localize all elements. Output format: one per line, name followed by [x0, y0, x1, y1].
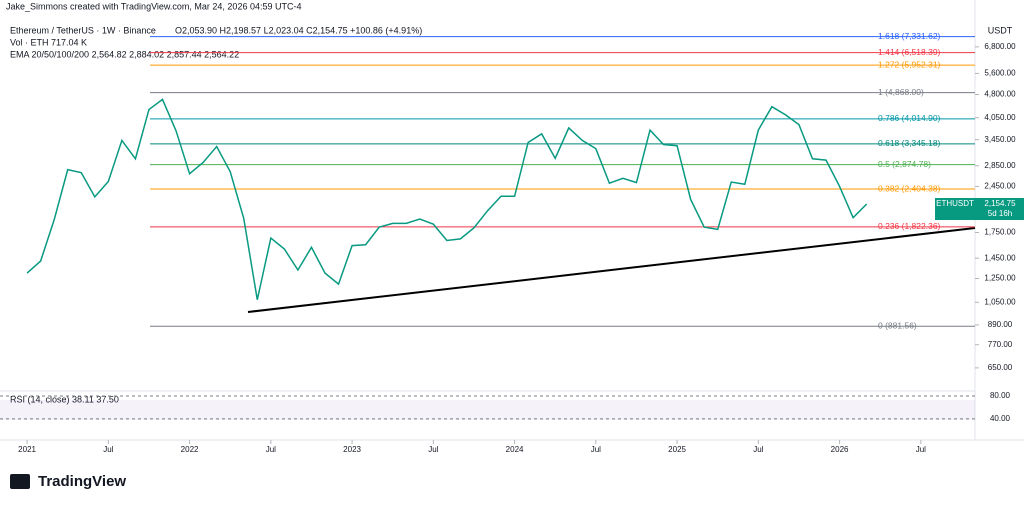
x-tick-label: 2022: [181, 445, 199, 454]
y-tick-label: 770.00: [988, 340, 1013, 349]
price-tag: [935, 198, 1024, 221]
y-tick-label: 3,450.00: [984, 135, 1016, 144]
fib-label: 0.786 (4,014.90): [878, 113, 941, 123]
x-tick-label: 2025: [668, 445, 686, 454]
rsi-label: RSI (14, close) 38.11 37.50: [10, 394, 119, 404]
y-tick-label: 1,450.00: [984, 253, 1016, 262]
volume-label: Vol · ETH 717.04 K: [10, 37, 87, 47]
y-tick-label: 4,800.00: [984, 90, 1016, 99]
y-tick-label: 1,750.00: [984, 228, 1016, 237]
x-tick-label: 2021: [18, 445, 36, 454]
y-tick-label: 890.00: [988, 320, 1013, 329]
fib-label: 0.382 (2,404.38): [878, 183, 941, 193]
currency: USDT: [988, 25, 1013, 35]
fib-label: 0.618 (3,345.18): [878, 138, 941, 148]
ema-label: EMA 20/50/100/200 2,564.82 2,884.02 2,85…: [10, 49, 239, 59]
fib-label: 1.272 (5,952.31): [878, 59, 941, 69]
y-tick-label: 2,850.00: [984, 161, 1016, 170]
x-tick-label: Jul: [916, 445, 926, 454]
rsi-tick-label: 40.00: [990, 414, 1011, 423]
x-tick-label: 2026: [831, 445, 849, 454]
x-tick-label: Jul: [753, 445, 763, 454]
price-tag-countdown: 5d 16h: [988, 209, 1012, 218]
y-tick-label: 4,050.00: [984, 113, 1016, 122]
fib-label: 1 (4,868.00): [878, 87, 924, 97]
price-tag-value: 2,154.75: [984, 199, 1016, 208]
rsi-tick-label: 80.00: [990, 391, 1011, 400]
fib-label: 0.236 (1,822.36): [878, 221, 941, 231]
credit: Jake_Simmons created with TradingView.co…: [6, 1, 301, 11]
fib-label: 0.5 (2,874.78): [878, 159, 931, 169]
brand: TradingView: [38, 473, 126, 490]
x-tick-label: 2023: [343, 445, 361, 454]
x-tick-label: Jul: [591, 445, 601, 454]
y-tick-label: 1,050.00: [984, 297, 1016, 306]
fib-label: 0 (881.56): [878, 320, 917, 330]
x-tick-label: Jul: [266, 445, 276, 454]
x-tick-label: Jul: [103, 445, 113, 454]
y-tick-label: 5,600.00: [984, 69, 1016, 78]
trendline: [247, 227, 976, 313]
y-tick-label: 650.00: [988, 363, 1013, 372]
y-tick-label: 1,250.00: [984, 274, 1016, 283]
x-tick-label: Jul: [428, 445, 438, 454]
x-tick-label: 2024: [506, 445, 524, 454]
fib-label: 1.414 (6,518.39): [878, 47, 941, 57]
fib-label: 1.618 (7,331.62): [878, 31, 941, 41]
y-tick-label: 2,450.00: [984, 182, 1016, 191]
ohlc: O2,053.90 H2,198.57 L2,023.04 C2,154.75 …: [175, 25, 422, 35]
chart-title: Ethereum / TetherUS · 1W · Binance: [10, 25, 156, 35]
price-line: [26, 98, 868, 300]
rsi-band: [0, 400, 975, 420]
price-tag-symbol: ETHUSDT: [936, 199, 974, 208]
y-tick-label: 6,800.00: [984, 42, 1016, 51]
brand-logo: [10, 474, 30, 489]
